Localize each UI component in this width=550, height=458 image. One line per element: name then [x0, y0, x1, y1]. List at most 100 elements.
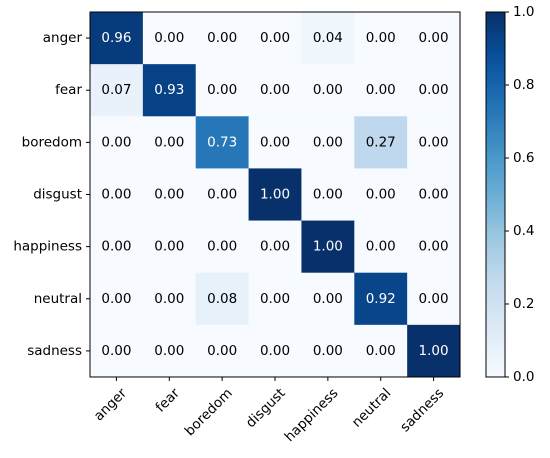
heatmap-cell-fear-fear [142, 64, 197, 117]
cell-value-label: 0.00 [101, 134, 131, 150]
cell-value-label: 0.73 [207, 134, 237, 150]
cell-value-label: 1.00 [313, 239, 343, 255]
heatmap-cell-neutral-neutral [354, 272, 408, 326]
cell-value-label: 0.00 [154, 291, 184, 307]
y-tick-label-boredom: boredom [22, 134, 82, 150]
y-axis: anger fear boredom disgust happiness neutral s… [13, 30, 90, 359]
heatmap-cell-boredom-boredom [195, 116, 249, 169]
heatmap-cell-happiness-boredom [195, 220, 249, 274]
cell-value-label: 1.00 [260, 186, 290, 202]
x-tick-label-disgust: disgust [243, 385, 289, 431]
cell-value-label: 0.00 [154, 343, 184, 359]
heatmap-cell-disgust-fear [142, 168, 197, 221]
cell-value-label: 0.00 [366, 343, 396, 359]
heatmap-cell-fear-anger [90, 64, 144, 117]
heatmap-cell-boredom-sadness [407, 116, 461, 169]
heatmap-cell-disgust-anger [90, 168, 144, 221]
cell-value-label: 0.00 [207, 30, 237, 46]
cell-value-label: 0.00 [260, 239, 290, 255]
cell-value-label: 0.00 [419, 186, 449, 202]
cell-value-label: 0.00 [366, 186, 396, 202]
cell-value-label: 0.96 [101, 30, 131, 46]
heatmap-cell-anger-neutral [354, 12, 408, 65]
cell-value-label: 0.00 [366, 30, 396, 46]
y-tick-label-disgust: disgust [33, 186, 82, 202]
cell-value-label: 0.00 [313, 134, 343, 150]
cell-value-label: 0.00 [419, 134, 449, 150]
cell-value-label: 0.00 [419, 82, 449, 98]
cell-value-label: 0.00 [366, 239, 396, 255]
heatmap-cell-fear-happiness [301, 64, 355, 117]
cell-value-label: 1.00 [419, 343, 449, 359]
heatmap-cell-sadness-disgust [248, 324, 302, 378]
heatmap-cell-disgust-sadness [407, 168, 461, 221]
heatmap-cell-sadness-anger [90, 324, 144, 378]
heatmap-cell-anger-disgust [248, 12, 302, 65]
x-tick-label-anger: anger [91, 385, 130, 424]
heatmap-cell-disgust-disgust [248, 168, 302, 221]
colorbar-tick-label: 0.6 [513, 150, 534, 166]
cell-value-label: 0.00 [260, 291, 290, 307]
cell-value-label: 0.93 [154, 82, 184, 98]
y-tick-label-fear: fear [55, 82, 82, 98]
heatmap-cell-happiness-anger [90, 220, 144, 274]
cell-value-label: 0.00 [260, 82, 290, 98]
colorbar-tick-label: 1.0 [513, 4, 534, 20]
heatmap-cell-boredom-disgust [248, 116, 302, 169]
x-tick-label-sadness: sadness [397, 385, 447, 435]
cell-value-label: 0.00 [260, 343, 290, 359]
heatmap-cell-boredom-neutral [354, 116, 408, 169]
cell-annotations: 0.96 0.00 0.00 0.00 0.04 0.00 0.00 0.07 0.93 0.00… [101, 30, 448, 359]
cell-value-label: 0.92 [366, 291, 396, 307]
cell-value-label: 0.00 [313, 291, 343, 307]
heatmap-cell-fear-neutral [354, 64, 408, 117]
heatmap-cell-happiness-disgust [248, 220, 302, 274]
heatmap-cells [90, 12, 461, 378]
cell-value-label: 0.27 [366, 134, 396, 150]
cell-value-label: 0.00 [260, 134, 290, 150]
cell-value-label: 0.00 [154, 134, 184, 150]
colorbar [485, 11, 506, 378]
heatmap-cell-happiness-sadness [407, 220, 461, 274]
colorbar-tick-label: 0.8 [513, 77, 534, 93]
y-tick-label-happiness: happiness [13, 239, 82, 255]
heatmap-cell-fear-sadness [407, 64, 461, 117]
colorbar-tick-label: 0.4 [513, 223, 534, 239]
y-tick-label-neutral: neutral [34, 291, 82, 307]
cell-value-label: 0.00 [154, 30, 184, 46]
heatmap-cell-boredom-anger [90, 116, 144, 169]
heatmap-cell-anger-sadness [407, 12, 461, 65]
x-tick-label-boredom: boredom [182, 385, 236, 439]
heatmap-cell-sadness-sadness [407, 324, 461, 378]
cell-value-label: 0.00 [101, 186, 131, 202]
heatmap-cell-sadness-fear [142, 324, 197, 378]
heatmap-cell-neutral-boredom [195, 272, 249, 326]
cell-value-label: 0.00 [154, 239, 184, 255]
cell-value-label: 0.00 [154, 186, 184, 202]
heatmap-cell-neutral-sadness [407, 272, 461, 326]
cell-value-label: 0.00 [101, 343, 131, 359]
heatmap-cell-anger-boredom [195, 12, 249, 65]
heatmap-cell-sadness-neutral [354, 324, 408, 378]
cell-value-label: 0.07 [101, 82, 131, 98]
x-tick-label-happiness: happiness [282, 385, 342, 445]
cell-value-label: 0.00 [260, 30, 290, 46]
colorbar-axis: 0.0 0.2 0.4 0.6 0.8 1.0 [505, 4, 534, 385]
cell-value-label: 0.00 [207, 239, 237, 255]
heatmap-cell-anger-fear [142, 12, 197, 65]
cell-value-label: 0.00 [313, 343, 343, 359]
heatmap-cell-neutral-anger [90, 272, 144, 326]
cell-value-label: 0.00 [207, 82, 237, 98]
heatmap-cell-disgust-happiness [301, 168, 355, 221]
x-tick-label-fear: fear [153, 385, 184, 416]
y-tick-label-sadness: sadness [27, 343, 82, 359]
cell-value-label: 0.04 [313, 30, 343, 46]
heatmap-cell-disgust-neutral [354, 168, 408, 221]
heatmap-cell-boredom-fear [142, 116, 197, 169]
heatmap-cell-anger-happiness [301, 12, 355, 65]
x-tick-label-neutral: neutral [349, 385, 394, 430]
heatmap-cell-disgust-boredom [195, 168, 249, 221]
heatmap-cell-happiness-neutral [354, 220, 408, 274]
heatmap-cell-fear-boredom [195, 64, 249, 117]
